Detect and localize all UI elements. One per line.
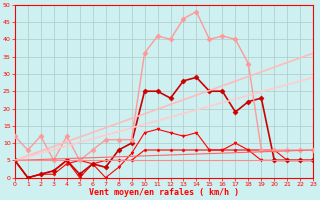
X-axis label: Vent moyen/en rafales ( km/h ): Vent moyen/en rafales ( km/h ) [89,188,239,197]
